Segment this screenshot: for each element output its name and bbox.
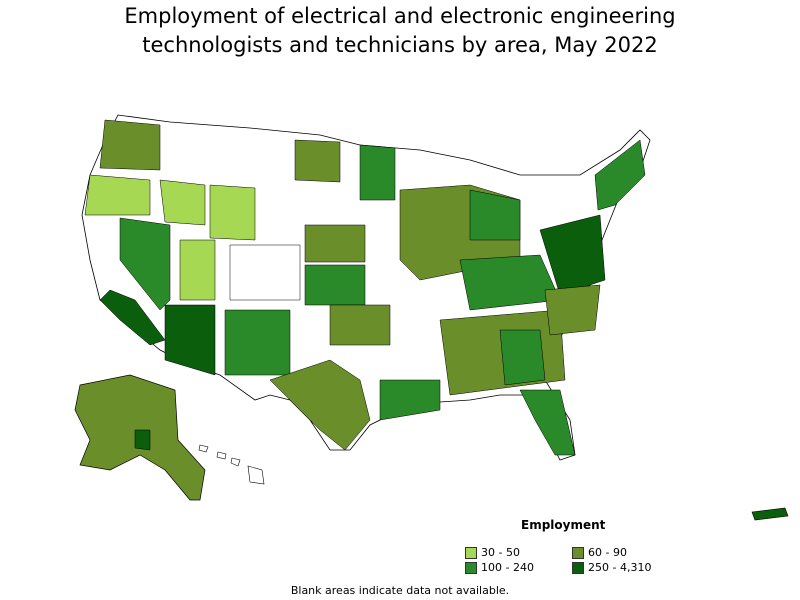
footnote: Blank areas indicate data not available. bbox=[290, 584, 510, 597]
map-title: Employment of electrical and electronic … bbox=[0, 2, 800, 60]
legend-label: 30 - 50 bbox=[481, 546, 520, 559]
region-idaho bbox=[159, 179, 206, 226]
region-southern-california bbox=[99, 289, 166, 346]
region-nebraska bbox=[304, 224, 366, 263]
region-carolinas bbox=[544, 284, 601, 336]
region-florida bbox=[519, 389, 576, 456]
region-new-england bbox=[594, 139, 646, 211]
hawaii-islands bbox=[198, 444, 265, 485]
region-wyoming bbox=[209, 184, 256, 241]
region-puerto-rico bbox=[751, 507, 789, 521]
legend-label: 60 - 90 bbox=[588, 546, 627, 559]
legend-item-30-50: 30 - 50 bbox=[465, 547, 520, 559]
region-texas bbox=[269, 359, 371, 451]
legend-item-100-240: 100 - 240 bbox=[465, 562, 534, 574]
region-mid-atlantic bbox=[539, 214, 606, 296]
region-minnesota bbox=[359, 144, 396, 201]
region-oregon bbox=[84, 174, 151, 216]
region-arizona bbox=[164, 304, 216, 376]
region-north-dakota bbox=[294, 139, 341, 183]
legend-swatch-60-90 bbox=[572, 547, 584, 559]
legend-swatch-30-50 bbox=[465, 547, 477, 559]
legend-swatch-250-4310 bbox=[572, 562, 584, 574]
title-line-1: Employment of electrical and electronic … bbox=[124, 4, 676, 28]
region-oklahoma bbox=[329, 304, 391, 346]
region-new-mexico bbox=[224, 309, 291, 376]
legend-label: 100 - 240 bbox=[481, 561, 534, 574]
region-washington bbox=[99, 119, 161, 171]
region-great-lakes bbox=[469, 189, 521, 241]
title-line-2: technologists and technicians by area, M… bbox=[142, 33, 658, 57]
region-anchorage bbox=[134, 429, 151, 451]
region-colorado bbox=[229, 244, 301, 301]
legend-title: Employment bbox=[521, 518, 606, 532]
legend-item-250-4310: 250 - 4,310 bbox=[572, 562, 651, 574]
legend-label: 250 - 4,310 bbox=[588, 561, 652, 574]
region-kansas bbox=[304, 264, 366, 306]
region-georgia bbox=[499, 329, 546, 386]
region-utah bbox=[179, 239, 216, 301]
legend-item-60-90: 60 - 90 bbox=[572, 547, 627, 559]
legend-swatch-100-240 bbox=[465, 562, 477, 574]
region-gulf-coast bbox=[379, 379, 441, 421]
